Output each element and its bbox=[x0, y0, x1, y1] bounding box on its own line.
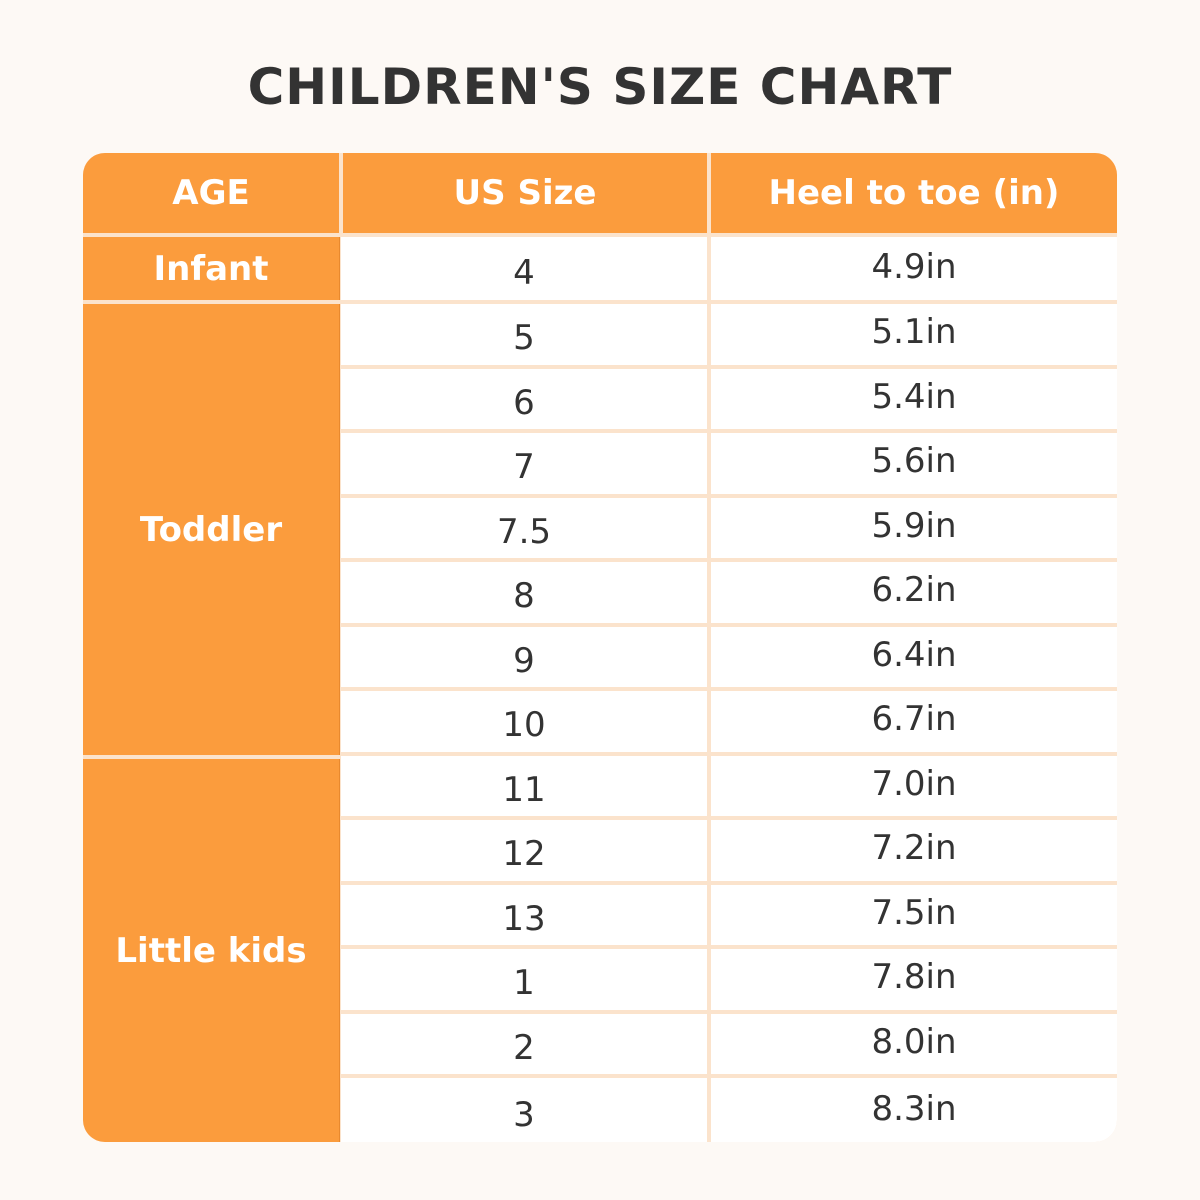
table-row: 12 7.2in bbox=[341, 820, 1117, 881]
us-size-cell: 9 bbox=[341, 626, 707, 687]
header-age: AGE bbox=[83, 153, 339, 233]
table-row: 11 7.0in bbox=[341, 755, 1117, 816]
us-size-cell: 5 bbox=[341, 304, 707, 365]
heel-to-toe-cell: 7.8in bbox=[711, 949, 1117, 1010]
table-row: 1 7.8in bbox=[341, 949, 1117, 1010]
table-header-row: AGE US Size Heel to toe (in) bbox=[83, 153, 1117, 233]
page-title: CHILDREN'S SIZE CHART bbox=[247, 58, 953, 116]
table-row: 6 5.4in bbox=[341, 368, 1117, 429]
us-size-cell: 7.5 bbox=[341, 497, 707, 558]
table-row: 4 4.9in bbox=[341, 237, 1117, 300]
us-size-cell: 3 bbox=[341, 1078, 707, 1142]
table-row: 3 8.3in bbox=[341, 1078, 1117, 1142]
age-group-infant: Infant bbox=[83, 237, 340, 300]
heel-to-toe-cell: 7.5in bbox=[711, 884, 1117, 945]
heel-to-toe-cell: 5.6in bbox=[711, 433, 1117, 494]
table-body: 4 4.9in 5 5.1in 6 5.4in 7 5.6in 7.5 5.9i… bbox=[341, 237, 1117, 1142]
us-size-cell: 11 bbox=[341, 755, 707, 816]
heel-to-toe-cell: 5.4in bbox=[711, 368, 1117, 429]
us-size-cell: 7 bbox=[341, 433, 707, 494]
age-group-toddler: Toddler bbox=[83, 304, 340, 755]
table-row: 2 8.0in bbox=[341, 1013, 1117, 1074]
heel-to-toe-cell: 8.3in bbox=[711, 1078, 1117, 1142]
heel-to-toe-cell: 8.0in bbox=[711, 1013, 1117, 1074]
heel-to-toe-cell: 6.7in bbox=[711, 691, 1117, 752]
table-row: 8 6.2in bbox=[341, 562, 1117, 623]
table-row: 9 6.4in bbox=[341, 626, 1117, 687]
us-size-cell: 2 bbox=[341, 1013, 707, 1074]
table-row: 5 5.1in bbox=[341, 304, 1117, 365]
table-row: 13 7.5in bbox=[341, 884, 1117, 945]
heel-to-toe-cell: 5.1in bbox=[711, 304, 1117, 365]
heel-to-toe-cell: 7.0in bbox=[711, 755, 1117, 816]
us-size-cell: 12 bbox=[341, 820, 707, 881]
us-size-cell: 1 bbox=[341, 949, 707, 1010]
heel-to-toe-cell: 6.2in bbox=[711, 562, 1117, 623]
heel-to-toe-cell: 6.4in bbox=[711, 626, 1117, 687]
age-group-little-kids: Little kids bbox=[83, 759, 340, 1142]
us-size-cell: 13 bbox=[341, 884, 707, 945]
us-size-cell: 6 bbox=[341, 368, 707, 429]
table-row: 7 5.6in bbox=[341, 433, 1117, 494]
header-heel-to-toe: Heel to toe (in) bbox=[711, 153, 1117, 233]
heel-to-toe-cell: 7.2in bbox=[711, 820, 1117, 881]
heel-to-toe-cell: 5.9in bbox=[711, 497, 1117, 558]
size-chart-table: AGE US Size Heel to toe (in) Infant Todd… bbox=[83, 153, 1117, 1142]
us-size-cell: 10 bbox=[341, 691, 707, 752]
us-size-cell: 8 bbox=[341, 562, 707, 623]
table-row: 7.5 5.9in bbox=[341, 497, 1117, 558]
heel-to-toe-cell: 4.9in bbox=[711, 237, 1117, 300]
table-row: 10 6.7in bbox=[341, 691, 1117, 752]
us-size-cell: 4 bbox=[341, 237, 707, 300]
header-us-size: US Size bbox=[343, 153, 707, 233]
